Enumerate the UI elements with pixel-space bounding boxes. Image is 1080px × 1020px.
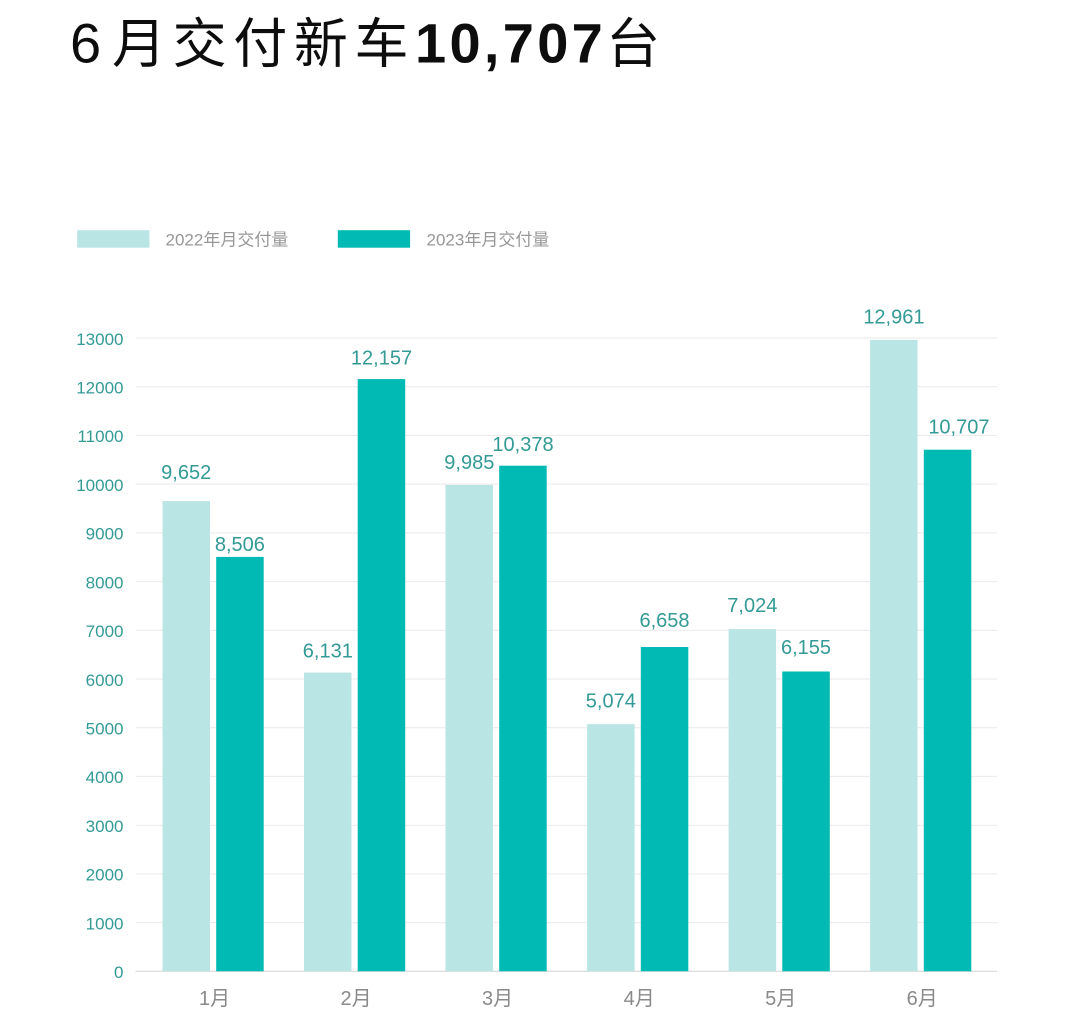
svg-text:12,961: 12,961 <box>863 307 924 329</box>
svg-text:3月: 3月 <box>482 988 513 1010</box>
svg-text:6,155: 6,155 <box>781 637 831 659</box>
svg-text:1月: 1月 <box>199 988 230 1010</box>
svg-text:5000: 5000 <box>86 720 124 739</box>
svg-text:2000: 2000 <box>86 866 124 885</box>
svg-text:12000: 12000 <box>76 379 123 398</box>
svg-text:6000: 6000 <box>86 671 124 690</box>
svg-text:5月: 5月 <box>765 988 796 1010</box>
svg-text:12,157: 12,157 <box>351 348 412 370</box>
svg-text:7,024: 7,024 <box>727 595 777 617</box>
svg-text:4000: 4000 <box>86 768 124 787</box>
svg-text:9,985: 9,985 <box>444 452 494 474</box>
svg-text:10000: 10000 <box>76 476 123 495</box>
svg-text:6月: 6月 <box>907 988 938 1010</box>
svg-text:6月交付新车10,707台: 6月交付新车10,707台 <box>70 12 660 75</box>
svg-text:2月: 2月 <box>341 988 372 1010</box>
svg-text:11000: 11000 <box>77 427 123 446</box>
svg-text:5,074: 5,074 <box>586 691 636 713</box>
svg-text:13000: 13000 <box>76 330 123 349</box>
svg-text:7000: 7000 <box>86 622 124 641</box>
svg-text:8000: 8000 <box>86 573 124 592</box>
svg-text:2023年月交付量: 2023年月交付量 <box>427 231 550 250</box>
svg-text:8,506: 8,506 <box>215 534 265 556</box>
svg-text:9000: 9000 <box>86 525 124 544</box>
svg-text:9,652: 9,652 <box>161 462 211 484</box>
svg-text:6,658: 6,658 <box>639 610 689 632</box>
svg-text:1000: 1000 <box>86 914 124 933</box>
svg-text:6,131: 6,131 <box>303 640 353 662</box>
svg-text:4月: 4月 <box>624 988 655 1010</box>
svg-text:3000: 3000 <box>86 817 124 836</box>
svg-text:2022年月交付量: 2022年月交付量 <box>166 231 289 250</box>
svg-text:10,378: 10,378 <box>492 434 553 456</box>
svg-text:10,707: 10,707 <box>928 417 989 439</box>
svg-text:0: 0 <box>114 963 123 982</box>
